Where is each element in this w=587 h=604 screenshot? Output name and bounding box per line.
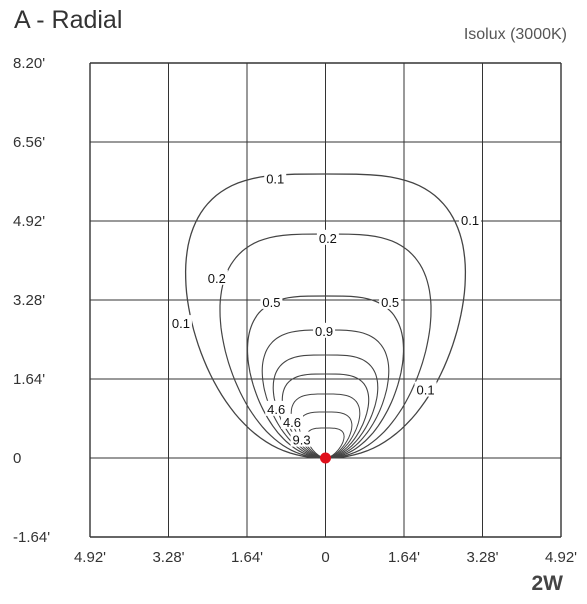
- power-rating: 2W: [531, 572, 564, 595]
- light-source-dot: [320, 452, 331, 464]
- x-tick-label: 1.64': [388, 549, 420, 566]
- y-tick-label: 8.20': [13, 55, 45, 72]
- light-source: [320, 452, 331, 464]
- x-tick-label: 4.92': [545, 549, 577, 566]
- diagram-title: A - Radial: [14, 6, 123, 34]
- contour-label-bg: [264, 170, 287, 186]
- contour-label-bg: [260, 293, 283, 309]
- x-tick-label: 3.28': [466, 549, 498, 566]
- contour-label-bg: [313, 322, 336, 338]
- contour-label-bg: [205, 269, 228, 285]
- y-tick-label: -1.64': [13, 529, 50, 546]
- contour-label: 0.9: [315, 324, 333, 339]
- contour-labels: 0.1 0.1 0.1 0.1 0.2 0.2 0.5 0.5 0.9 4.64.6 9.3: [169, 170, 482, 448]
- contour-label-bg: [379, 293, 402, 309]
- contour-line: [306, 427, 345, 459]
- y-tick-label: 4.92': [13, 213, 45, 230]
- contour-label-bg: [414, 381, 437, 397]
- x-tick-label: 0: [321, 549, 329, 566]
- y-tick-label: 3.28': [13, 292, 45, 309]
- contour-label-bg: [265, 400, 288, 416]
- grid: [89, 62, 562, 538]
- y-tick-label: 6.56': [13, 134, 45, 151]
- contour-label-bg: [459, 212, 482, 227]
- contour-label: 0.2: [208, 271, 226, 286]
- contour-label: 0.5: [262, 295, 280, 310]
- contour-line: [272, 354, 379, 459]
- contour-label: 0.1: [461, 213, 479, 228]
- contour-label-bg: [290, 431, 313, 447]
- x-tick-label: 4.92': [74, 549, 106, 566]
- diagram-subtitle: Isolux (3000K): [463, 26, 567, 43]
- contour-line: [184, 173, 467, 459]
- contour-label: 0.1: [266, 172, 284, 187]
- contour-label-bg: [169, 315, 192, 331]
- x-tick-label: 3.28': [152, 549, 184, 566]
- contour-label: 0.2: [319, 231, 337, 246]
- contour-label: 4.6: [267, 402, 285, 417]
- contour-label: 0.1: [417, 383, 435, 398]
- y-tick-label: 1.64': [13, 371, 45, 388]
- contour-label: 0.5: [381, 295, 399, 310]
- x-axis-ticks: 4.92' 3.28' 1.64' 0 1.64' 3.28' 4.92': [74, 549, 577, 566]
- contour-label: 4.6: [283, 415, 301, 430]
- y-axis-ticks: 8.20' 6.56' 4.92' 3.28' 1.64' 0 -1.64': [13, 55, 50, 546]
- y-tick-label: 0: [13, 450, 21, 467]
- contour-label: 0.1: [172, 316, 190, 331]
- x-tick-label: 1.64': [231, 549, 263, 566]
- contour-label-bg: [280, 413, 303, 429]
- contour-label: 9.3: [293, 433, 311, 448]
- contour-label-bg: [316, 229, 339, 245]
